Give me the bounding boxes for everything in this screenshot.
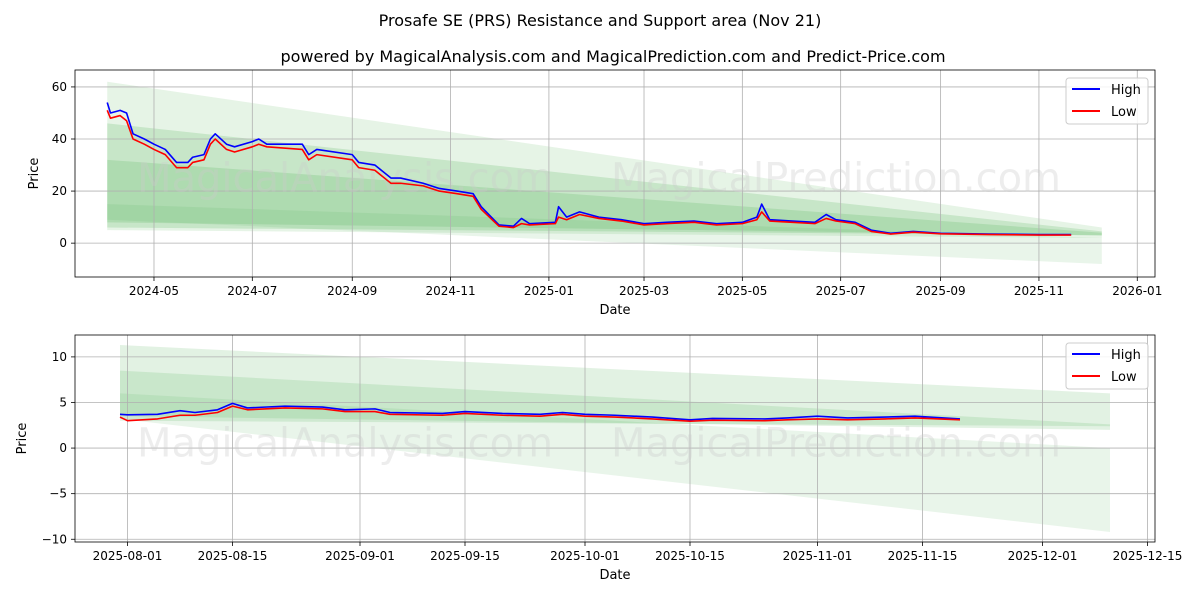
- legend-label-low: Low: [1111, 370, 1137, 385]
- x-tick-label: 2025-01: [524, 284, 574, 298]
- chart-subtitle: powered by MagicalAnalysis.com and Magic…: [280, 47, 945, 66]
- y-axis-label: Price: [27, 158, 42, 190]
- x-tick-label: 2025-09-15: [430, 549, 500, 563]
- support-resistance-band: [120, 393, 1110, 532]
- high-series-line: [106, 102, 1072, 236]
- legend: High Low: [1065, 77, 1149, 125]
- x-tick-label: 2026-01: [1112, 284, 1162, 298]
- low-series-line: [106, 110, 1072, 236]
- high-series-line: [119, 402, 961, 421]
- support-resistance-band: [107, 81, 1102, 238]
- y-axis-label: Price: [15, 423, 30, 455]
- x-tick-label: 2025-10-01: [550, 549, 620, 563]
- support-resistance-band: [107, 204, 1102, 264]
- low-series-line: [119, 405, 961, 422]
- top-chart: 2024-05 2024-07 2024-09 2024-11 2025-01 2025-…: [27, 69, 1162, 318]
- watermark: MagicalPrediction.com: [611, 421, 1061, 467]
- x-tick-label: 2025-09-01: [325, 549, 395, 563]
- x-tick-label: 2025-11-01: [783, 549, 853, 563]
- x-tick-label: 2025-08-15: [198, 549, 268, 563]
- legend: High Low: [1065, 342, 1149, 390]
- legend-label-high: High: [1111, 83, 1141, 98]
- y-tick-label: 10: [52, 350, 67, 364]
- x-tick-label: 2024-07: [227, 284, 277, 298]
- x-tick-label: 2025-12-15: [1113, 549, 1183, 563]
- watermark: MagicalPrediction.com: [611, 156, 1061, 202]
- chart-title: Prosafe SE (PRS) Resistance and Support …: [379, 11, 822, 30]
- plot-frame: [74, 334, 1156, 543]
- watermark: MagicalAnalysis.com: [137, 421, 553, 467]
- x-tick-label: 2025-08-01: [93, 549, 163, 563]
- y-tick-label: 40: [52, 132, 67, 146]
- x-tick-label: 2024-05: [129, 284, 179, 298]
- y-tick-label: 0: [59, 441, 67, 455]
- x-tick-label: 2025-12-01: [1008, 549, 1078, 563]
- x-tick-label: 2025-03: [619, 284, 669, 298]
- x-axis-label: Date: [599, 303, 630, 318]
- y-tick-label: −5: [49, 487, 67, 501]
- y-tick-label: 20: [52, 184, 67, 198]
- legend-label-low: Low: [1111, 105, 1137, 120]
- x-tick-label: 2025-05: [717, 284, 767, 298]
- x-tick-label: 2025-11-15: [888, 549, 958, 563]
- x-tick-label: 2025-09: [916, 284, 966, 298]
- y-tick-label: 0: [59, 236, 67, 250]
- watermark: MagicalAnalysis.com: [137, 156, 553, 202]
- x-tick-label: 2025-07: [816, 284, 866, 298]
- plot-frame: [74, 69, 1156, 278]
- support-resistance-band: [107, 123, 1102, 236]
- y-tick-label: 5: [59, 395, 67, 409]
- support-resistance-band: [107, 159, 1102, 236]
- y-tick-label: 60: [52, 80, 67, 94]
- x-tick-label: 2024-09: [327, 284, 377, 298]
- support-resistance-band: [120, 370, 1110, 430]
- y-tick-label: −10: [42, 532, 67, 546]
- x-tick-label: 2025-11: [1014, 284, 1064, 298]
- bottom-chart: 2025-08-01 2025-08-15 2025-09-01 2025-09-15…: [15, 334, 1183, 583]
- x-axis-label: Date: [599, 568, 630, 583]
- x-tick-label: 2025-10-15: [655, 549, 725, 563]
- x-tick-label: 2024-11: [426, 284, 476, 298]
- legend-label-high: High: [1111, 348, 1141, 363]
- support-resistance-band: [120, 345, 1110, 427]
